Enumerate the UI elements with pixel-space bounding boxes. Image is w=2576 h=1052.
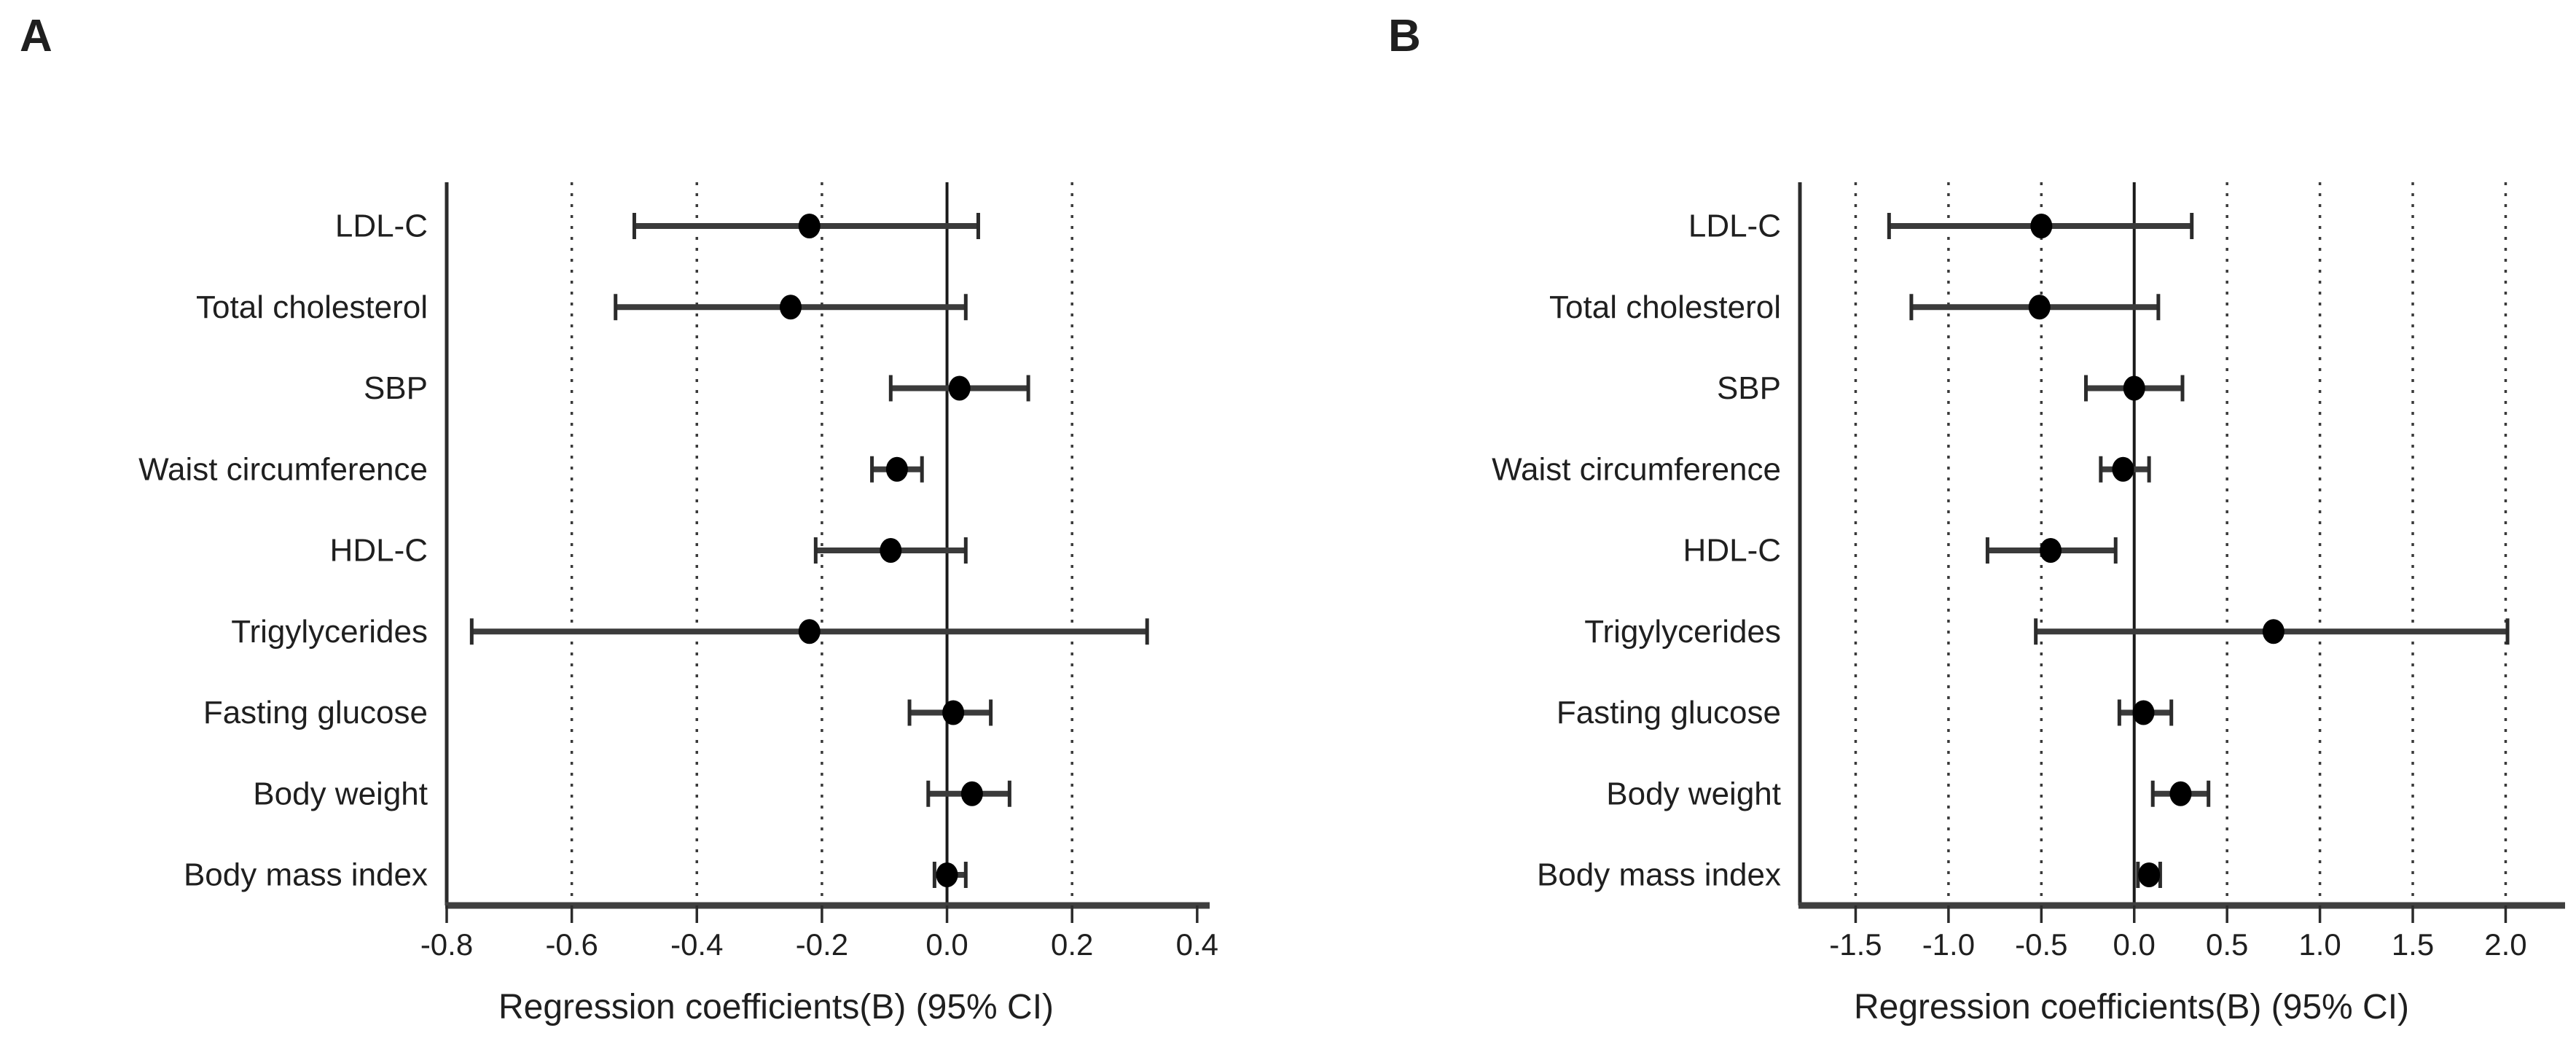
point-estimate-marker	[2028, 295, 2051, 320]
point-estimate-marker	[880, 538, 902, 563]
row-label: Fasting glucose	[203, 695, 428, 730]
x-tick-label: 0.0	[925, 927, 968, 962]
point-estimate-marker	[2030, 214, 2053, 238]
forest-row: HDL-C	[330, 533, 968, 569]
point-estimate-marker	[798, 619, 821, 644]
point-estimate-marker	[2138, 862, 2161, 887]
point-estimate-marker	[942, 700, 965, 725]
x-tick-label: 0.0	[2113, 927, 2156, 962]
forest-row: SBP	[1717, 370, 2185, 406]
x-axis-title: Regression coefficients(B) (95% CI)	[498, 988, 1054, 1026]
forest-row: HDL-C	[1683, 533, 2118, 569]
point-estimate-marker	[936, 862, 958, 887]
x-tick-label: 0.2	[1051, 927, 1093, 962]
row-label: Body mass index	[184, 857, 428, 893]
x-tick-label: -0.5	[2015, 927, 2067, 962]
x-tick-label: 1.0	[2298, 927, 2341, 962]
point-estimate-marker	[780, 295, 802, 320]
row-label: LDL-C	[335, 209, 428, 244]
forest-row: LDL-C	[1688, 209, 2194, 244]
x-axis-title: Regression coefficients(B) (95% CI)	[1854, 988, 2409, 1026]
point-estimate-marker	[2262, 619, 2285, 644]
x-tick-label: 2.0	[2484, 927, 2526, 962]
x-tick-label: 1.5	[2392, 927, 2434, 962]
panel-label: B	[1388, 11, 1421, 61]
point-estimate-marker	[2123, 375, 2145, 401]
x-tick-label: -0.2	[796, 927, 848, 962]
x-tick-label: -1.5	[1829, 927, 1882, 962]
point-estimate-marker	[960, 781, 983, 806]
row-label: Waist circumference	[138, 451, 428, 487]
forest-panel-A: A -0.8 -0.6 -0.4 -0.2 0.0 0.2 0.4 Regression coe…	[20, 11, 1218, 1026]
point-estimate-marker	[948, 375, 971, 401]
row-label: SBP	[1717, 370, 1781, 406]
forest-row: Body mass index	[1537, 857, 2162, 893]
forest-row: Trigylycerides	[231, 614, 1149, 650]
forest-row: Total cholesterol	[1549, 289, 2161, 325]
forest-row: Body mass index	[184, 857, 968, 893]
row-label: Body weight	[1606, 776, 1781, 811]
row-label: Total cholesterol	[196, 289, 428, 325]
forest-row: LDL-C	[335, 209, 980, 244]
forest-row: Body weight	[253, 776, 1011, 811]
forest-row: SBP	[364, 370, 1030, 406]
forest-row: Total cholesterol	[196, 289, 968, 325]
row-label: LDL-C	[1688, 209, 1781, 244]
panel-label: A	[20, 11, 52, 61]
row-label: HDL-C	[330, 533, 428, 569]
x-tick-label: -0.6	[545, 927, 598, 962]
row-label: Total cholesterol	[1549, 289, 1781, 325]
x-tick-label: -0.8	[420, 927, 473, 962]
forest-row: Fasting glucose	[1557, 695, 2174, 730]
point-estimate-marker	[885, 456, 908, 482]
forest-panel-B: B -1.5 -1.0 -0.5 0.0 0.5 1.0 1.5 2.0 Regression c…	[1388, 11, 2565, 1026]
row-label: Waist circumference	[1492, 451, 1781, 487]
row-label: Body weight	[253, 776, 428, 811]
row-label: Fasting glucose	[1557, 695, 1781, 730]
x-tick-label: -1.0	[1922, 927, 1975, 962]
row-label: SBP	[364, 370, 428, 406]
x-tick-label: -0.4	[670, 927, 723, 962]
forest-row: Trigylycerides	[1584, 614, 2510, 650]
forest-row: Fasting glucose	[203, 695, 993, 730]
point-estimate-marker	[2112, 456, 2134, 482]
forest-row: Waist circumference	[138, 451, 924, 487]
x-tick-label: 0.5	[2206, 927, 2248, 962]
row-label: Trigylycerides	[231, 614, 428, 650]
point-estimate-marker	[2132, 700, 2155, 725]
row-label: Trigylycerides	[1584, 614, 1781, 650]
point-estimate-marker	[798, 214, 821, 238]
x-tick-label: 0.4	[1176, 927, 1218, 962]
forest-row: Waist circumference	[1492, 451, 2151, 487]
point-estimate-marker	[2040, 538, 2062, 563]
forest-row: Body weight	[1606, 776, 2211, 811]
row-label: HDL-C	[1683, 533, 1781, 569]
point-estimate-marker	[2169, 781, 2192, 806]
row-label: Body mass index	[1537, 857, 1781, 893]
